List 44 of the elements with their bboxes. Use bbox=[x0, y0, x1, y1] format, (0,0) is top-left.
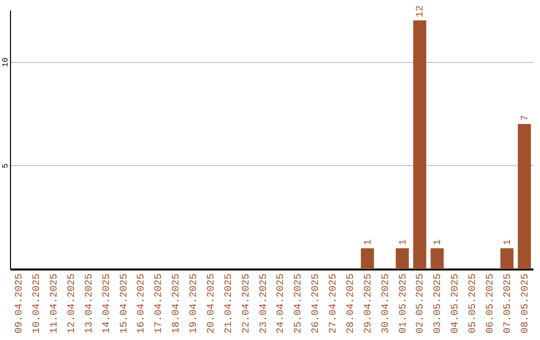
bar bbox=[430, 248, 444, 269]
x-tick-label: 27.04.2025 bbox=[328, 274, 340, 334]
x-tick-label: 06.05.2025 bbox=[485, 274, 496, 334]
x-tick-label: 24.04.2025 bbox=[276, 274, 288, 334]
x-tick-label: 28.04.2025 bbox=[346, 274, 357, 334]
bar bbox=[518, 124, 531, 269]
x-tick-label: 29.04.2025 bbox=[363, 274, 374, 334]
x-tick-label: 14.04.2025 bbox=[102, 274, 113, 334]
x-tick-label: 04.05.2025 bbox=[450, 274, 462, 334]
x-tick-label: 03.05.2025 bbox=[433, 274, 444, 334]
data-label: 7 bbox=[520, 114, 532, 121]
x-tick-label: 15.04.2025 bbox=[119, 274, 130, 334]
x-tick-label: 30.04.2025 bbox=[380, 274, 392, 334]
x-tick-label: 17.04.2025 bbox=[154, 274, 166, 334]
x-tick-label: 20.04.2025 bbox=[206, 274, 218, 334]
x-tick-label: 02.05.2025 bbox=[416, 274, 427, 334]
x-tick-label: 26.04.2025 bbox=[311, 274, 322, 334]
x-tick-label: 12.04.2025 bbox=[66, 274, 78, 334]
y-tick-label: 10 bbox=[2, 57, 10, 68]
x-tick-label: 05.05.2025 bbox=[468, 274, 480, 334]
x-tick-label: 21.04.2025 bbox=[224, 274, 235, 334]
x-tick-label: 18.04.2025 bbox=[172, 274, 183, 334]
x-tick-label: 19.04.2025 bbox=[189, 274, 200, 334]
bar bbox=[360, 248, 374, 269]
x-tick-label: 09.04.2025 bbox=[14, 274, 26, 334]
x-tick-label: 07.05.2025 bbox=[502, 274, 514, 334]
bar bbox=[500, 248, 514, 269]
bar bbox=[396, 248, 409, 269]
x-tick-label: 23.04.2025 bbox=[258, 274, 270, 334]
y-tick-label: 5 bbox=[2, 163, 10, 168]
x-tick-label: 11.04.2025 bbox=[50, 274, 61, 334]
x-tick-label: 25.04.2025 bbox=[294, 274, 305, 334]
bar bbox=[413, 20, 426, 269]
x-tick-label: 01.05.2025 bbox=[398, 274, 410, 334]
x-tick-label: 13.04.2025 bbox=[84, 274, 96, 334]
data-label: 1 bbox=[502, 239, 514, 246]
x-tick-label: 22.04.2025 bbox=[241, 274, 252, 334]
data-label: 12 bbox=[416, 5, 427, 18]
x-tick-label: 16.04.2025 bbox=[136, 274, 148, 334]
x-tick-label: 10.04.2025 bbox=[32, 274, 44, 334]
data-label: 1 bbox=[433, 239, 444, 246]
x-tick-label: 08.05.2025 bbox=[520, 274, 532, 334]
data-label: 1 bbox=[398, 239, 410, 246]
data-label: 1 bbox=[363, 239, 374, 246]
